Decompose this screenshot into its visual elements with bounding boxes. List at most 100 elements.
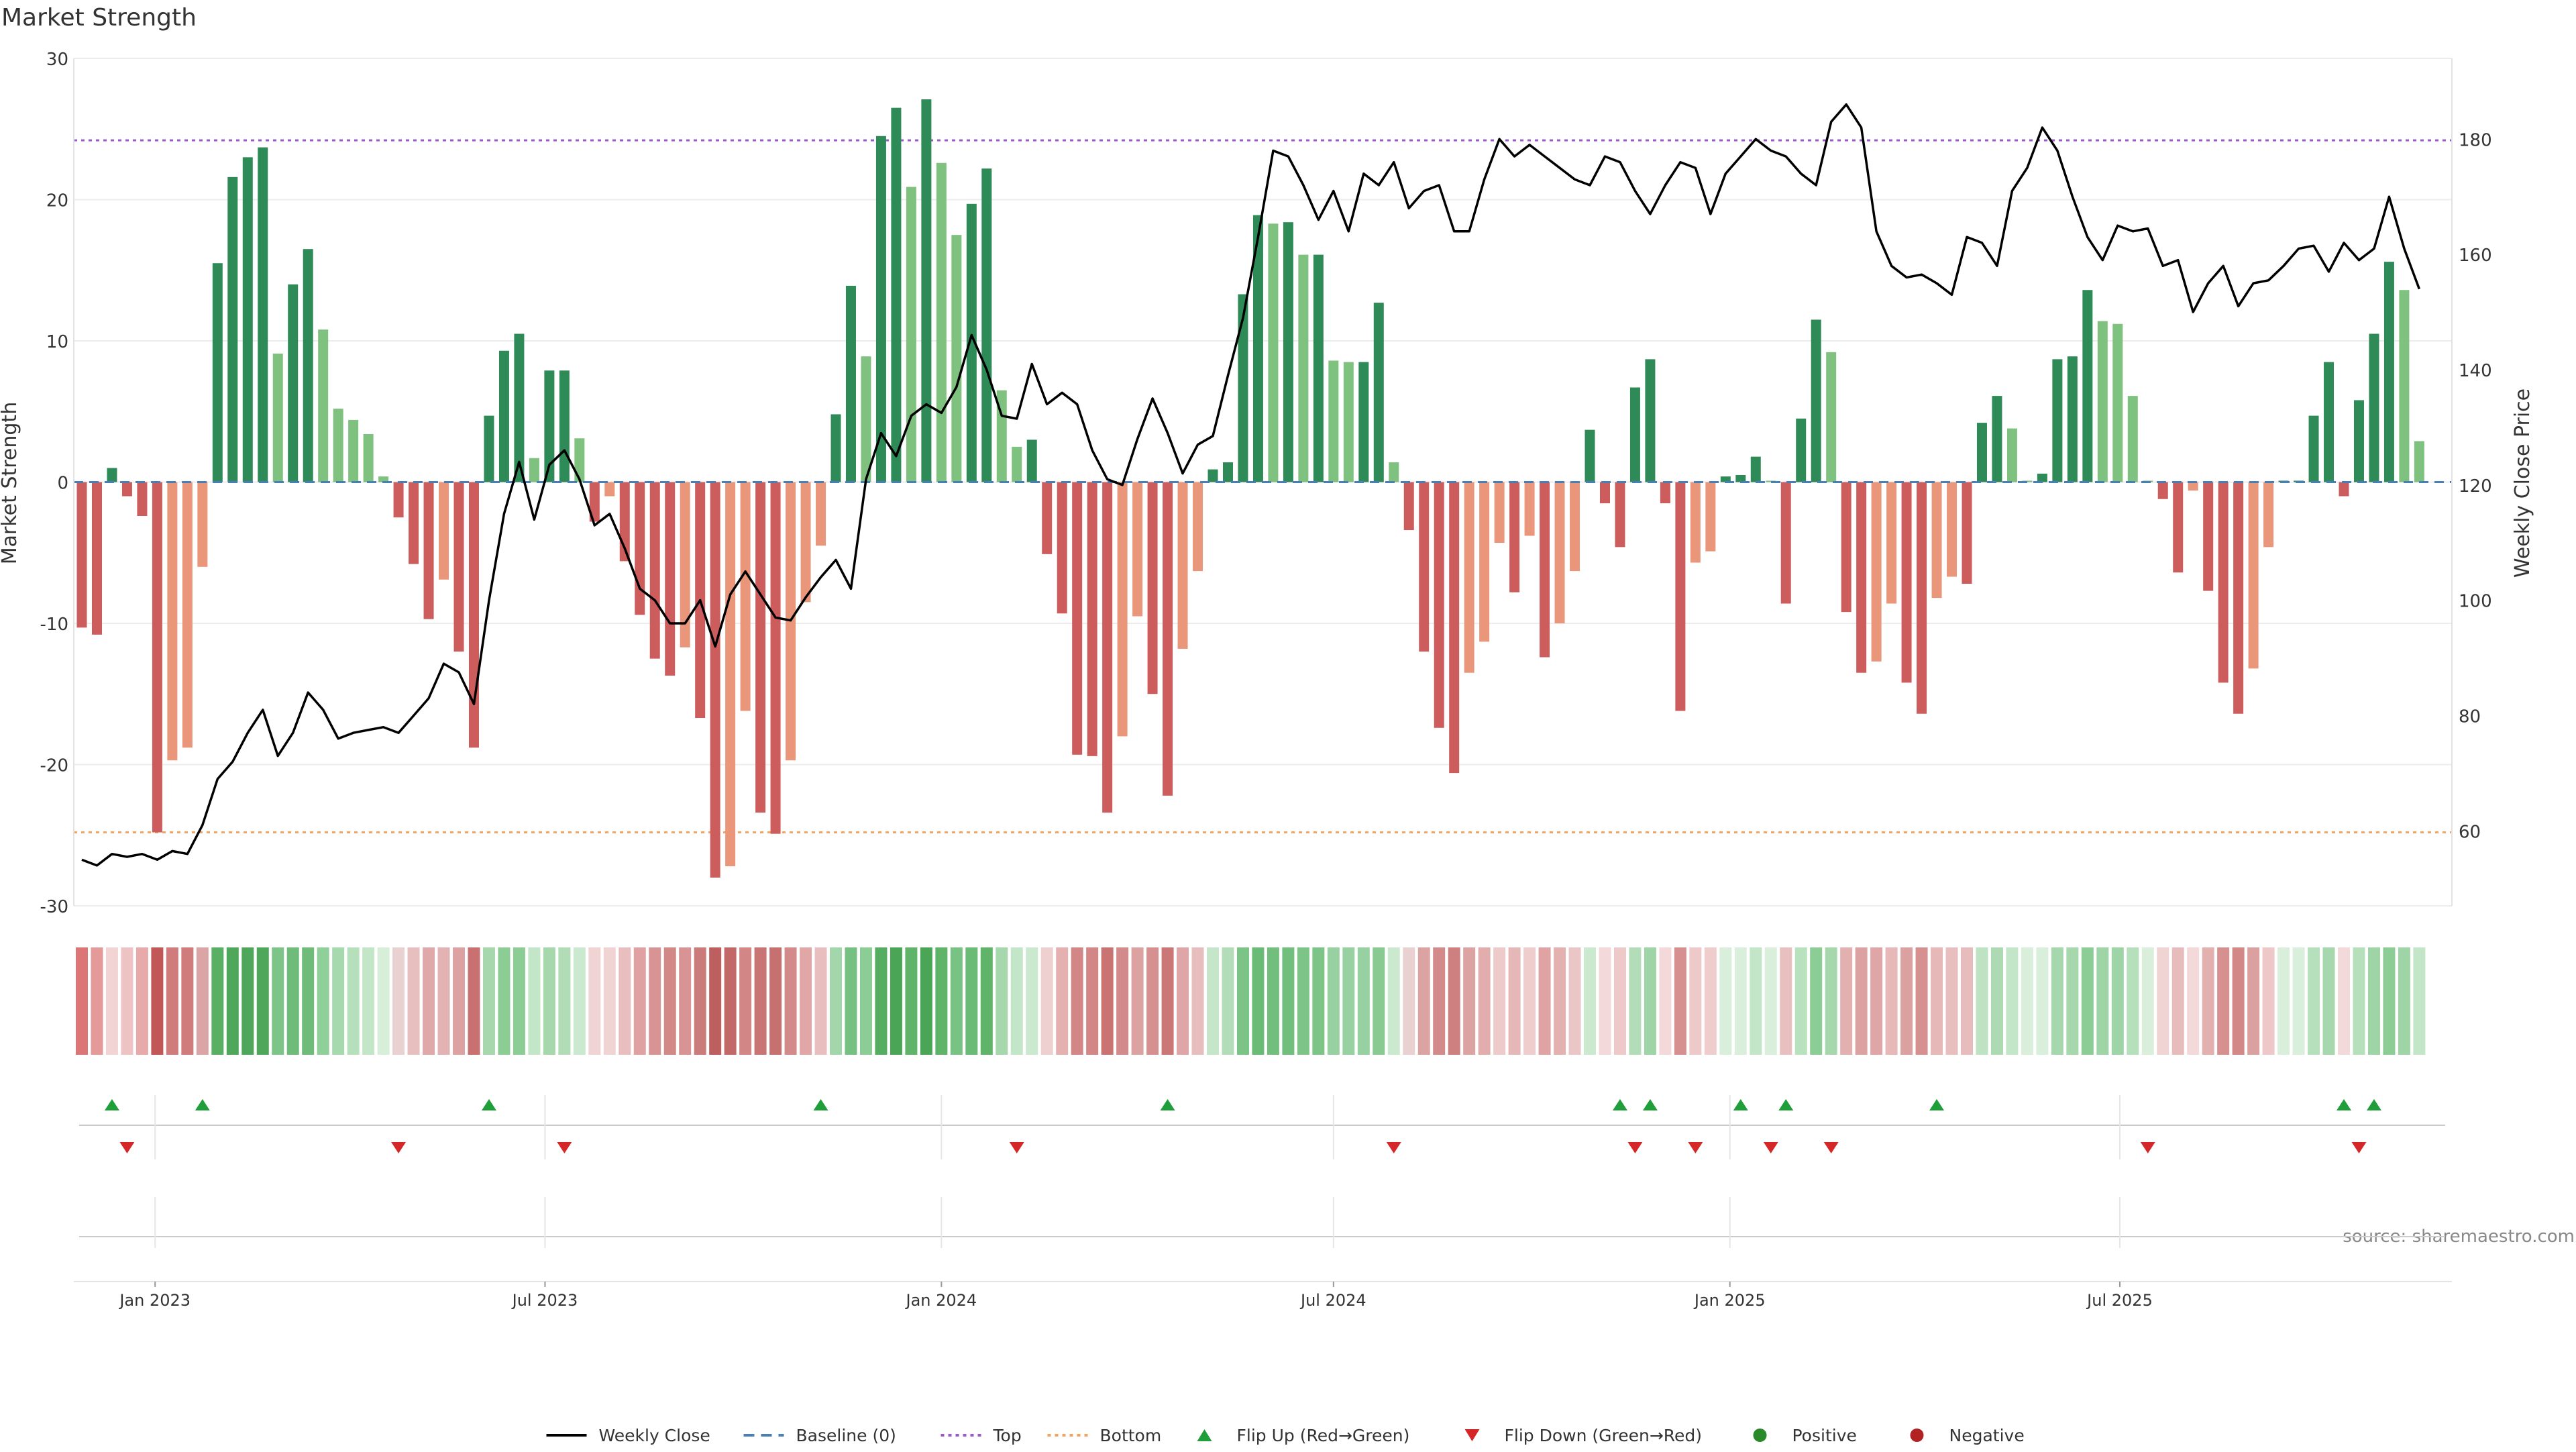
heat-cell (1086, 947, 1099, 1055)
flip-down-marker (2351, 1142, 2367, 1153)
heat-cell (845, 947, 857, 1055)
strength-bar (1434, 482, 1444, 728)
heat-cell (1463, 947, 1476, 1055)
heat-cell (1750, 947, 1762, 1055)
strength-bar (1057, 482, 1067, 614)
y2-axis-label: Weekly Close Price (2511, 388, 2534, 578)
strength-bar (1358, 362, 1369, 482)
strength-bar (107, 468, 117, 482)
flip-down-marker (1627, 1142, 1643, 1153)
strength-bar (2233, 482, 2244, 714)
heat-cell (830, 947, 842, 1055)
strength-bar (1554, 482, 1565, 623)
heat-cell (1010, 947, 1023, 1055)
y-tick-label: 20 (46, 191, 68, 211)
flip-up-marker (1733, 1099, 1748, 1110)
strength-bar (1524, 482, 1535, 536)
strength-bar (1343, 362, 1354, 482)
reference-lines (74, 139, 2452, 834)
heat-cell (1177, 947, 1189, 1055)
strength-bar (649, 482, 660, 659)
heat-cell (2006, 947, 2019, 1055)
flip-down-marker (1009, 1142, 1024, 1153)
heat-cell (1915, 947, 1928, 1055)
weekly-close-line (81, 103, 2421, 867)
heat-cell (784, 947, 797, 1055)
strength-bar (1373, 303, 1384, 482)
strength-bar (574, 438, 585, 482)
heat-cell (1161, 947, 1174, 1055)
heat-cell (468, 947, 480, 1055)
strength-bar (2157, 482, 2168, 499)
heat-cell (437, 947, 450, 1055)
strength-bar (227, 176, 238, 482)
legend-label: Negative (1949, 1426, 2025, 1445)
legend-swatch-positive (1753, 1429, 1767, 1442)
heat-cell (498, 947, 511, 1055)
strength-bar (891, 107, 902, 482)
heat-cell (256, 947, 269, 1055)
strength-bar (921, 99, 932, 482)
strength-bar (800, 482, 811, 603)
x-tick-label: Jul 2023 (511, 1291, 578, 1310)
strength-bar (152, 482, 162, 833)
strength-bar (363, 433, 374, 482)
flip-down-marker (1823, 1142, 1839, 1153)
strength-bar (770, 482, 781, 834)
heat-cell (76, 947, 88, 1055)
y2-tick-label: 60 (2459, 822, 2481, 842)
heat-cell (1267, 947, 1279, 1055)
strength-bar (2263, 482, 2274, 548)
strength-bar (2052, 359, 2063, 482)
strength-bar (439, 482, 449, 580)
heat-cell (1236, 947, 1249, 1055)
heat-cell (875, 947, 888, 1055)
strength-bar (2112, 323, 2123, 482)
strength-bar (2383, 262, 2394, 482)
strength-bar (725, 482, 736, 867)
strength-bar (875, 136, 886, 482)
strength-bar (2324, 362, 2334, 482)
strength-bar (1856, 482, 1867, 673)
strength-bar (2188, 482, 2198, 491)
heat-cell (965, 947, 978, 1055)
strength-bar (1072, 482, 1083, 755)
heat-cell (558, 947, 571, 1055)
strength-bar (1871, 482, 1882, 662)
flip-up-marker (1929, 1099, 1945, 1110)
strength-bar (1690, 482, 1701, 563)
heat-cell (2413, 947, 2426, 1055)
strength-bar (1841, 482, 1851, 613)
heat-cell (1629, 947, 1642, 1055)
heat-cell (1780, 947, 1792, 1055)
heat-cell (1207, 947, 1219, 1055)
heat-cell (1131, 947, 1144, 1055)
strength-bar (1509, 482, 1520, 592)
strength-bar (1917, 482, 1927, 714)
strength-bar (1087, 482, 1097, 756)
y2-tick-label: 80 (2459, 707, 2481, 727)
strength-bar (604, 482, 615, 497)
heat-cell (2051, 947, 2063, 1055)
heat-cell (1146, 947, 1159, 1055)
heat-cell (423, 947, 435, 1055)
heat-cell (950, 947, 963, 1055)
strength-bar (1268, 223, 1279, 482)
heat-cell (754, 947, 767, 1055)
strength-bar (2414, 441, 2424, 482)
heat-cell (1855, 947, 1868, 1055)
y2-tick-label: 100 (2459, 592, 2492, 612)
strength-bar (861, 356, 871, 482)
heat-cell (2021, 947, 2033, 1055)
heat-cell (739, 947, 752, 1055)
heat-cell (2292, 947, 2305, 1055)
strength-bar (2218, 482, 2229, 683)
heat-cell (181, 947, 194, 1055)
heat-cell (1478, 947, 1491, 1055)
heat-cell (2398, 947, 2410, 1055)
heat-cell (105, 947, 118, 1055)
heat-cell (2096, 947, 2109, 1055)
strength-bar (966, 203, 977, 482)
heat-cell (1554, 947, 1566, 1055)
strength-bar (468, 482, 479, 748)
